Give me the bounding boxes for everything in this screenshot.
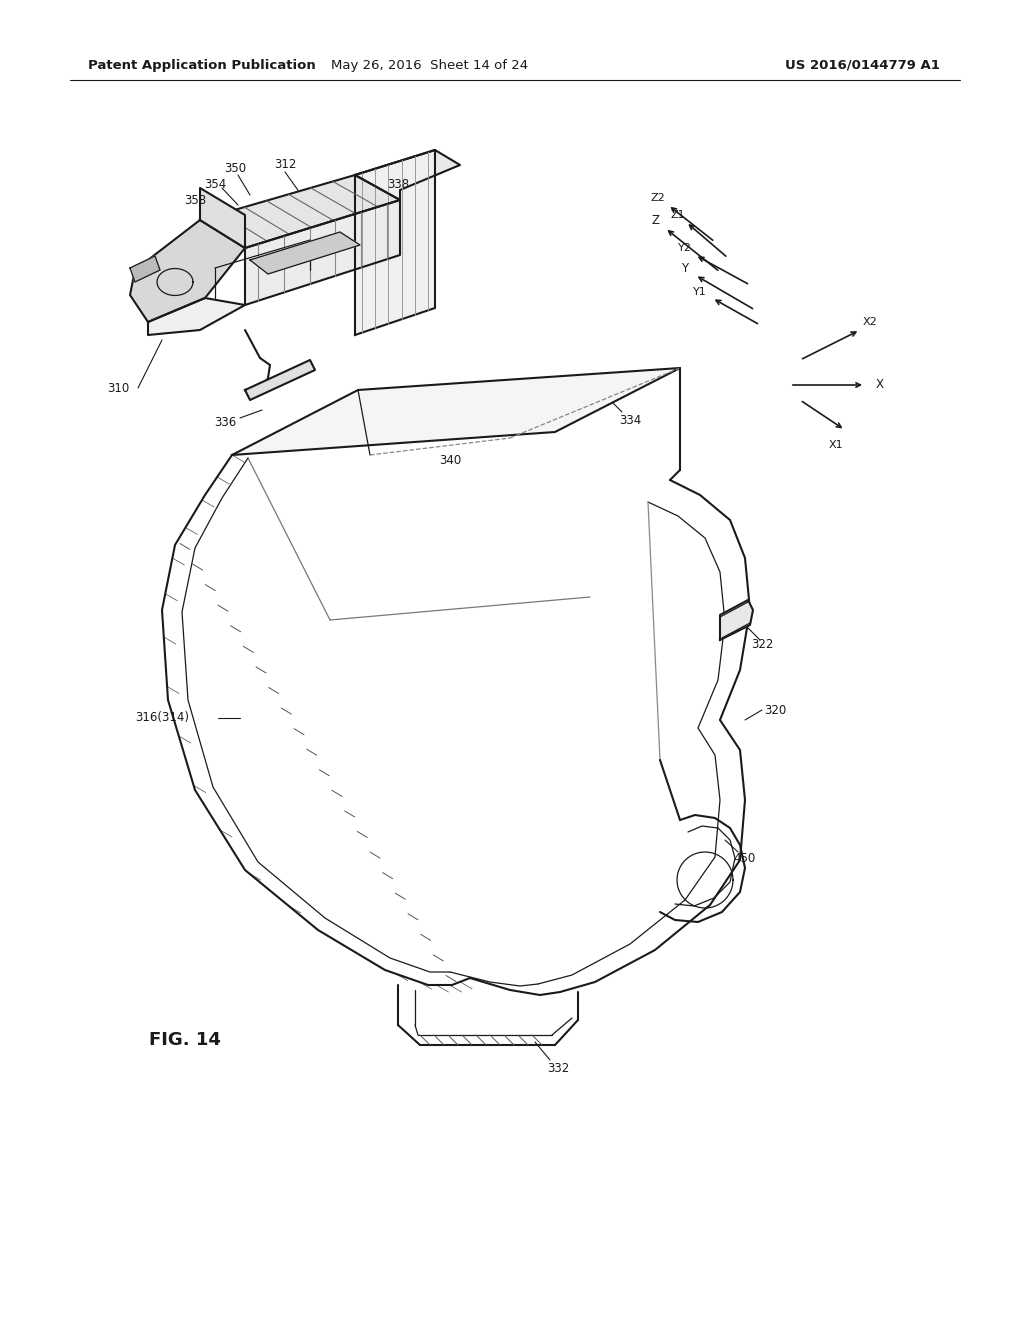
Polygon shape — [200, 176, 400, 248]
Text: 334: 334 — [618, 413, 641, 426]
Text: X2: X2 — [862, 317, 878, 327]
Polygon shape — [250, 232, 360, 275]
Text: FIG. 14: FIG. 14 — [150, 1031, 221, 1049]
Text: Y: Y — [681, 261, 688, 275]
Text: 320: 320 — [764, 704, 786, 717]
Text: Y2: Y2 — [678, 243, 692, 253]
Polygon shape — [232, 368, 680, 455]
Text: X1: X1 — [828, 440, 844, 450]
Text: US 2016/0144779 A1: US 2016/0144779 A1 — [785, 58, 940, 71]
Polygon shape — [148, 298, 245, 335]
Polygon shape — [245, 201, 400, 305]
Text: 450: 450 — [734, 851, 756, 865]
Text: 332: 332 — [547, 1061, 569, 1074]
Text: 350: 350 — [224, 161, 246, 174]
Text: Patent Application Publication: Patent Application Publication — [88, 58, 315, 71]
Text: Y1: Y1 — [693, 286, 707, 297]
Text: 340: 340 — [439, 454, 461, 466]
Polygon shape — [720, 601, 753, 640]
Text: 310: 310 — [106, 381, 129, 395]
Text: 312: 312 — [273, 158, 296, 172]
Text: 354: 354 — [204, 178, 226, 191]
Text: Z1: Z1 — [671, 210, 685, 220]
Text: 336: 336 — [214, 416, 237, 429]
Polygon shape — [355, 150, 435, 335]
Text: 316(314): 316(314) — [135, 711, 189, 725]
Text: 322: 322 — [751, 639, 773, 652]
Text: May 26, 2016  Sheet 14 of 24: May 26, 2016 Sheet 14 of 24 — [332, 58, 528, 71]
Text: Z2: Z2 — [650, 193, 666, 203]
Text: 338: 338 — [387, 178, 409, 191]
Polygon shape — [355, 150, 460, 201]
Polygon shape — [130, 220, 245, 322]
Text: 358: 358 — [184, 194, 206, 206]
Polygon shape — [200, 187, 245, 248]
Text: Z: Z — [652, 214, 660, 227]
Text: X: X — [876, 379, 884, 392]
Polygon shape — [130, 256, 160, 282]
Polygon shape — [245, 360, 315, 400]
